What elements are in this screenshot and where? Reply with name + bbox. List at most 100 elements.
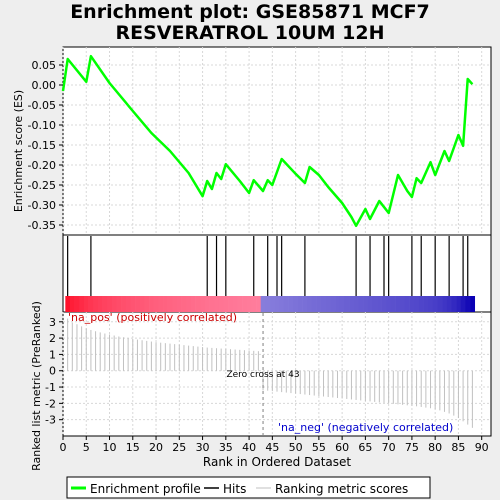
x-tick-label: 5 xyxy=(83,441,90,454)
color-bar-cell xyxy=(89,296,94,312)
color-bar-cell xyxy=(177,296,182,312)
color-bar-cell xyxy=(465,296,470,312)
es-y-tick-label: -0.20 xyxy=(28,159,56,172)
es-y-tick-label: -0.05 xyxy=(28,99,56,112)
es-panel-frame xyxy=(63,47,491,235)
legend-label-enrichment-profile: Enrichment profile xyxy=(90,482,201,496)
es-y-ticks: 0.05 0.00 -0.05 -0.10 -0.15 -0.20 -0.25 -0.30 -0… xyxy=(28,59,63,232)
color-bar-cell xyxy=(358,296,363,312)
x-tick-label: 15 xyxy=(126,441,140,454)
color-bar-cell xyxy=(154,296,159,312)
color-bar-cell xyxy=(117,296,122,312)
x-tick-label: 80 xyxy=(428,441,442,454)
color-bar-cell xyxy=(224,296,229,312)
color-bar-cell xyxy=(210,296,215,312)
color-bar-cell xyxy=(75,296,80,312)
color-bar-cell xyxy=(317,296,322,312)
metric-y-tick-label: 1 xyxy=(49,348,56,361)
color-bar-cell xyxy=(186,296,191,312)
color-bar-cell xyxy=(284,296,289,312)
metric-y-axis-label: Ranked list metric (PreRanked) xyxy=(30,301,43,471)
color-bar-cell xyxy=(219,296,224,312)
x-tick-label: 45 xyxy=(265,441,279,454)
x-tick-label: 20 xyxy=(149,441,163,454)
color-bar-cell xyxy=(410,296,415,312)
x-tick-label: 35 xyxy=(219,441,233,454)
color-bar-cell xyxy=(335,296,340,312)
color-bar-cell xyxy=(405,296,410,312)
color-bar-cell xyxy=(354,296,359,312)
es-y-tick-label: -0.25 xyxy=(28,179,56,192)
es-y-tick-label: -0.30 xyxy=(28,199,56,212)
color-bar-cell xyxy=(144,296,149,312)
color-bar-cell xyxy=(331,296,336,312)
color-bar-cell xyxy=(293,296,298,312)
color-bar-cell xyxy=(149,296,154,312)
color-bar-cell xyxy=(326,296,331,312)
color-bar-cell xyxy=(363,296,368,312)
zero-cross-label: Zero cross at 43 xyxy=(226,370,299,380)
color-bar-cell xyxy=(130,296,135,312)
neg-correlated-label: 'na_neg' (negatively correlated) xyxy=(278,421,453,434)
color-bar-cell xyxy=(79,296,84,312)
x-tick-label: 75 xyxy=(405,441,419,454)
color-bar-cell xyxy=(344,296,349,312)
es-y-tick-label: -0.10 xyxy=(28,119,56,132)
color-bar-cell xyxy=(172,296,177,312)
x-tick-label: 65 xyxy=(358,441,372,454)
color-bar-cell xyxy=(438,296,443,312)
color-bar-cell xyxy=(84,296,89,312)
color-bar-cell xyxy=(70,296,75,312)
metric-y-tick-label: 3 xyxy=(49,316,56,329)
color-bar-cell xyxy=(433,296,438,312)
color-bar-cell xyxy=(372,296,377,312)
es-y-tick-label: -0.15 xyxy=(28,139,56,152)
x-tick-label: 30 xyxy=(196,441,210,454)
es-y-tick-label: 0.05 xyxy=(32,59,57,72)
color-bar-cell xyxy=(163,296,168,312)
color-bar-cell xyxy=(279,296,284,312)
metric-y-ticks: 3 2 1 0 -1 -2 -3 xyxy=(45,316,63,427)
color-bar-cell xyxy=(205,296,210,312)
color-bar-cell xyxy=(200,296,205,312)
ranked-list-color-bar xyxy=(65,296,475,312)
color-bar-cell xyxy=(107,296,112,312)
legend-label-ranking-metric: Ranking metric scores xyxy=(275,482,408,496)
color-bar-cell xyxy=(400,296,405,312)
es-y-tick-label: 0.00 xyxy=(32,79,57,92)
metric-y-tick-label: -3 xyxy=(45,414,56,427)
color-bar-cell xyxy=(442,296,447,312)
x-axis-ticks: 0 5 10 15 20 25 30 35 40 45 50 55 60 65 70 75 80 85 90 xyxy=(60,436,489,454)
x-tick-label: 55 xyxy=(312,441,326,454)
x-tick-label: 25 xyxy=(172,441,186,454)
metric-y-tick-label: 2 xyxy=(49,332,56,345)
color-bar-cell xyxy=(103,296,108,312)
color-bar-cell xyxy=(65,296,70,312)
color-bar-cell xyxy=(349,296,354,312)
color-bar-cell xyxy=(98,296,103,312)
color-bar-cell xyxy=(391,296,396,312)
color-bar-cell xyxy=(261,296,266,312)
color-bar-cell xyxy=(382,296,387,312)
color-bar-cell xyxy=(242,296,247,312)
color-bar-cell xyxy=(140,296,145,312)
x-tick-label: 0 xyxy=(60,441,67,454)
color-bar-cell xyxy=(158,296,163,312)
color-bar-cell xyxy=(168,296,173,312)
metric-y-tick-label: 0 xyxy=(49,365,56,378)
color-bar-cell xyxy=(298,296,303,312)
color-bar-cell xyxy=(289,296,294,312)
color-bar-cell xyxy=(93,296,98,312)
color-bar-cell xyxy=(112,296,117,312)
color-bar-cell xyxy=(321,296,326,312)
color-bar-cell xyxy=(456,296,461,312)
color-bar-cell xyxy=(121,296,126,312)
color-bar-cell xyxy=(126,296,131,312)
color-bar-cell xyxy=(424,296,429,312)
color-bar-cell xyxy=(396,296,401,312)
x-tick-label: 90 xyxy=(475,441,489,454)
color-bar-cell xyxy=(312,296,317,312)
color-bar-cell xyxy=(303,296,308,312)
x-tick-label: 40 xyxy=(242,441,256,454)
